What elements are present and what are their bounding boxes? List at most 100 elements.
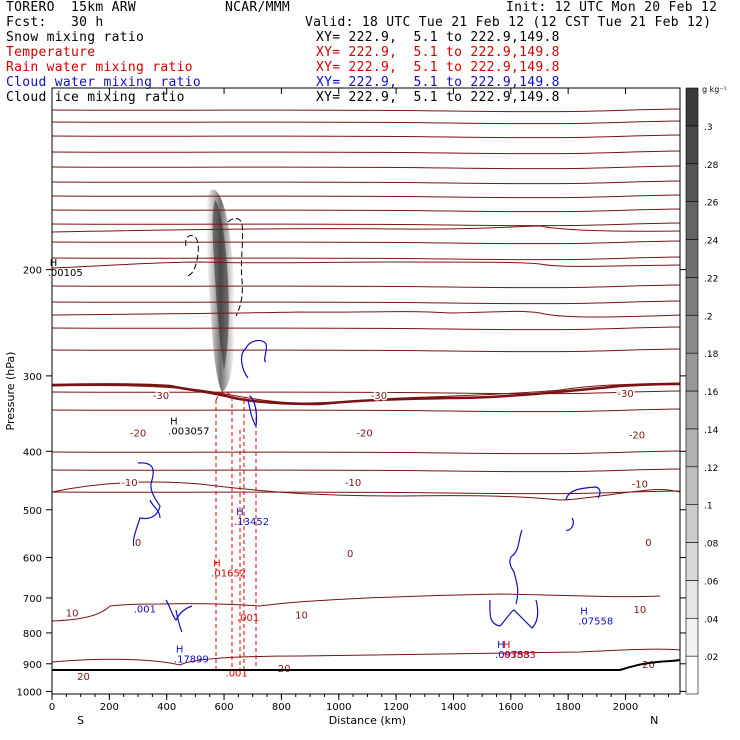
y-tick-label: 900 — [23, 660, 42, 671]
maximum-value: .13452 — [234, 517, 269, 528]
cloud-water-contours — [132, 339, 601, 633]
colorbar-swatch — [685, 125, 699, 165]
x-tick-label: 600 — [215, 702, 234, 713]
axes: 0 200 400 600 800 1000 1200 1400 1600 1800 2000200… — [4, 87, 686, 727]
field-label-cloud-water: Cloud water mixing ratio — [6, 75, 202, 90]
isotherm — [51, 300, 681, 305]
rain-contour — [215, 391, 233, 401]
x-tick-label: 400 — [157, 702, 176, 713]
maximum-marker: H — [176, 644, 184, 655]
maximum-marker: H — [497, 640, 505, 651]
maximum-marker: H — [580, 607, 588, 618]
field-xy-rain: XY= 222.9, 5.1 to 222.9,149.8 — [316, 60, 560, 75]
colorbar-swatch — [685, 542, 699, 581]
y-tick-label: 700 — [23, 594, 42, 605]
colorbar-label: .24 — [704, 237, 719, 247]
colorbar-swatch — [685, 390, 699, 430]
isotherm — [51, 108, 681, 113]
x-tick-label: 1000 — [326, 702, 351, 713]
isotherm — [51, 150, 681, 155]
colorbar-label: .28 — [704, 161, 719, 171]
colorbar-label: .14 — [704, 426, 719, 436]
cloud-ice-contour — [185, 235, 199, 277]
x-axis-title: Distance (km) — [329, 714, 406, 727]
field-label-rain: Rain water mixing ratio — [6, 60, 193, 75]
colorbar-label: .26 — [704, 199, 719, 209]
isotherm — [51, 256, 681, 261]
colorbar-swatch — [685, 428, 699, 468]
plot-frame — [51, 87, 681, 695]
contour-labels: -30 -30 -30 -20 -20 -20 -10 -10 -10 0 0 0 10 10 10 20 20… — [48, 258, 657, 684]
x-tick-label: 1600 — [498, 702, 523, 713]
ground-line — [52, 659, 681, 671]
colorbar-swatch — [685, 239, 699, 278]
field-xy-cloud-ice: XY= 222.9, 5.1 to 222.9,149.8 — [316, 90, 560, 105]
colorbar-swatch — [685, 466, 699, 505]
temperature-label: 0 — [135, 538, 141, 549]
isotherm — [51, 194, 681, 199]
colorbar-label: .12 — [704, 464, 718, 474]
isotherm — [51, 180, 681, 185]
isotherm — [51, 310, 681, 318]
colorbar-swatch — [685, 655, 699, 695]
isotherm — [51, 208, 681, 213]
maximum-value: .03883 — [501, 650, 536, 661]
maximum-marker: H — [50, 258, 58, 269]
model-title: TORERO 15km ARW — [6, 0, 137, 15]
valid-time: Valid: 18 UTC Tue 21 Feb 12 (12 CST Tue … — [305, 15, 712, 30]
maximum-value: .17899 — [174, 654, 209, 665]
colorbar: .02 .04 .06 .08 .1 .12 .14 .16 .18 .2 .22 .24 .26 .28… — [685, 85, 727, 695]
y-tick-label: 800 — [23, 629, 42, 640]
field-xy-cloud-water: XY= 222.9, 5.1 to 222.9,149.8 — [316, 75, 560, 90]
colorbar-label: .06 — [704, 577, 719, 587]
field-label-cloud-ice: Cloud ice mixing ratio — [6, 90, 185, 105]
y-tick-label: 500 — [23, 506, 42, 517]
x-tick-label: 1200 — [383, 702, 408, 713]
y-tick-label: 200 — [23, 266, 42, 277]
isotherm — [51, 490, 681, 495]
temperature-label: -20 — [130, 428, 146, 439]
isotherm — [51, 390, 681, 395]
y-tick-label: 400 — [23, 447, 42, 458]
freezing-line — [51, 382, 681, 406]
field-label-temperature: Temperature — [6, 45, 96, 60]
cloud-water-contour — [247, 395, 258, 428]
north-label: N — [650, 714, 658, 727]
maximum-value: .01652 — [211, 568, 246, 579]
isotherm — [51, 240, 681, 245]
colorbar-label: .1 — [704, 502, 713, 512]
colorbar-unit: g kg⁻¹ — [702, 85, 727, 94]
isotherm — [51, 468, 681, 473]
maximum-value: .00105 — [48, 268, 83, 279]
temperature-label: 10 — [295, 610, 308, 621]
rain-contours — [215, 391, 257, 670]
temperature-label: -30 — [617, 389, 633, 400]
center-label: NCAR/MMM — [225, 0, 291, 15]
field-xy-snow: XY= 222.9, 5.1 to 222.9,149.8 — [316, 30, 560, 45]
maximum-value: .07558 — [578, 617, 613, 628]
x-tick-label: 800 — [272, 702, 291, 713]
y-tick-label: 600 — [23, 554, 42, 565]
cloud-water-contour — [165, 599, 193, 633]
y-axis-title: Pressure (hPa) — [4, 352, 17, 431]
temperature-label: -30 — [371, 391, 387, 402]
temperature-label: 0 — [645, 538, 651, 549]
colorbar-label: .3 — [704, 123, 713, 133]
temperature-label: 10 — [633, 605, 646, 616]
y-tick-label: 300 — [23, 372, 42, 383]
temperature-label: 20 — [642, 660, 655, 671]
maximum-value: .001 — [237, 613, 259, 624]
temperature-label: 10 — [66, 608, 79, 619]
maximum-marker: H — [503, 640, 511, 651]
colorbar-label: .08 — [704, 540, 719, 550]
colorbar-label: .18 — [704, 350, 719, 360]
cloud-water-contour — [565, 486, 601, 531]
maximum-marker: H — [236, 507, 244, 518]
temperature-label: 0 — [347, 549, 353, 560]
isotherm — [51, 134, 681, 139]
colorbar-swatch — [685, 201, 699, 240]
colorbar-label: .2 — [704, 312, 713, 322]
temperature-label: -20 — [356, 428, 372, 439]
cloud-water-contour — [240, 339, 268, 379]
